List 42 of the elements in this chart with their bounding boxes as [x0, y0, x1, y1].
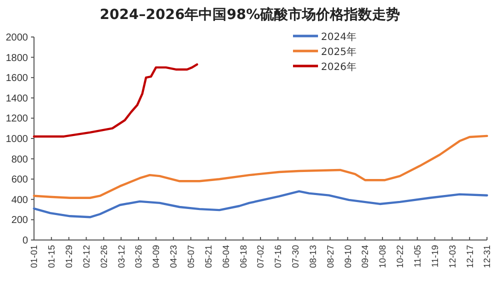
x-tick-label: 08-27: [325, 245, 336, 268]
y-tick-label: 1200: [6, 114, 28, 125]
legend-label: 2024年: [321, 31, 356, 43]
x-tick-label: 11-19: [430, 245, 440, 268]
legend-label: 2026年: [321, 61, 356, 73]
y-tick-label: 1000: [6, 134, 28, 145]
y-tick-label: 800: [11, 154, 28, 166]
y-tick-label: 1600: [6, 73, 28, 84]
x-tick-label: 08-13: [308, 245, 318, 268]
x-tick-label: 01-15: [46, 245, 57, 268]
x-tick-label: 01-29: [64, 245, 74, 268]
x-tick-label: 01-01: [29, 245, 40, 268]
x-tick-label: 02-26: [98, 245, 109, 268]
x-tick-label: 05-21: [203, 245, 214, 268]
x-tick-label: 04-09: [151, 245, 162, 268]
x-tick-label: 06-18: [238, 245, 248, 268]
x-tick-label: 03-26: [134, 245, 144, 268]
x-tick-label: 09-10: [342, 245, 353, 268]
x-tick-label: 04-23: [168, 245, 179, 268]
y-tick-label: 0: [22, 236, 28, 246]
y-tick-label: 1800: [6, 52, 28, 64]
y-tick-label: 1400: [6, 93, 28, 104]
legend-label: 2025年: [321, 46, 356, 58]
y-tick-label: 2000: [6, 32, 28, 44]
x-tick-label: 02-12: [81, 245, 92, 268]
x-tick-label: 10-22: [395, 245, 406, 268]
x-tick-label: 12-03: [447, 245, 458, 268]
x-tick-label: 09-24: [360, 245, 370, 268]
x-tick-label: 03-12: [116, 245, 126, 268]
x-tick-label: 07-02: [256, 245, 266, 268]
y-tick-label: 600: [11, 174, 28, 186]
x-tick-label: 10-08: [378, 245, 388, 268]
x-tick-label: 07-30: [290, 245, 301, 268]
x-tick-label: 07-16: [273, 245, 284, 268]
x-tick-label: 11-05: [412, 245, 423, 268]
y-tick-label: 200: [11, 215, 28, 226]
x-tick-label: 05-07: [186, 245, 196, 268]
x-tick-label: 12-17: [464, 245, 475, 268]
y-tick-label: 400: [11, 194, 28, 206]
chart-title: 2024–2026年中国98%硫酸市场价格指数走势: [100, 6, 400, 23]
x-tick-label: 06-04: [220, 245, 231, 268]
x-tick-label: 12-31: [482, 245, 492, 268]
